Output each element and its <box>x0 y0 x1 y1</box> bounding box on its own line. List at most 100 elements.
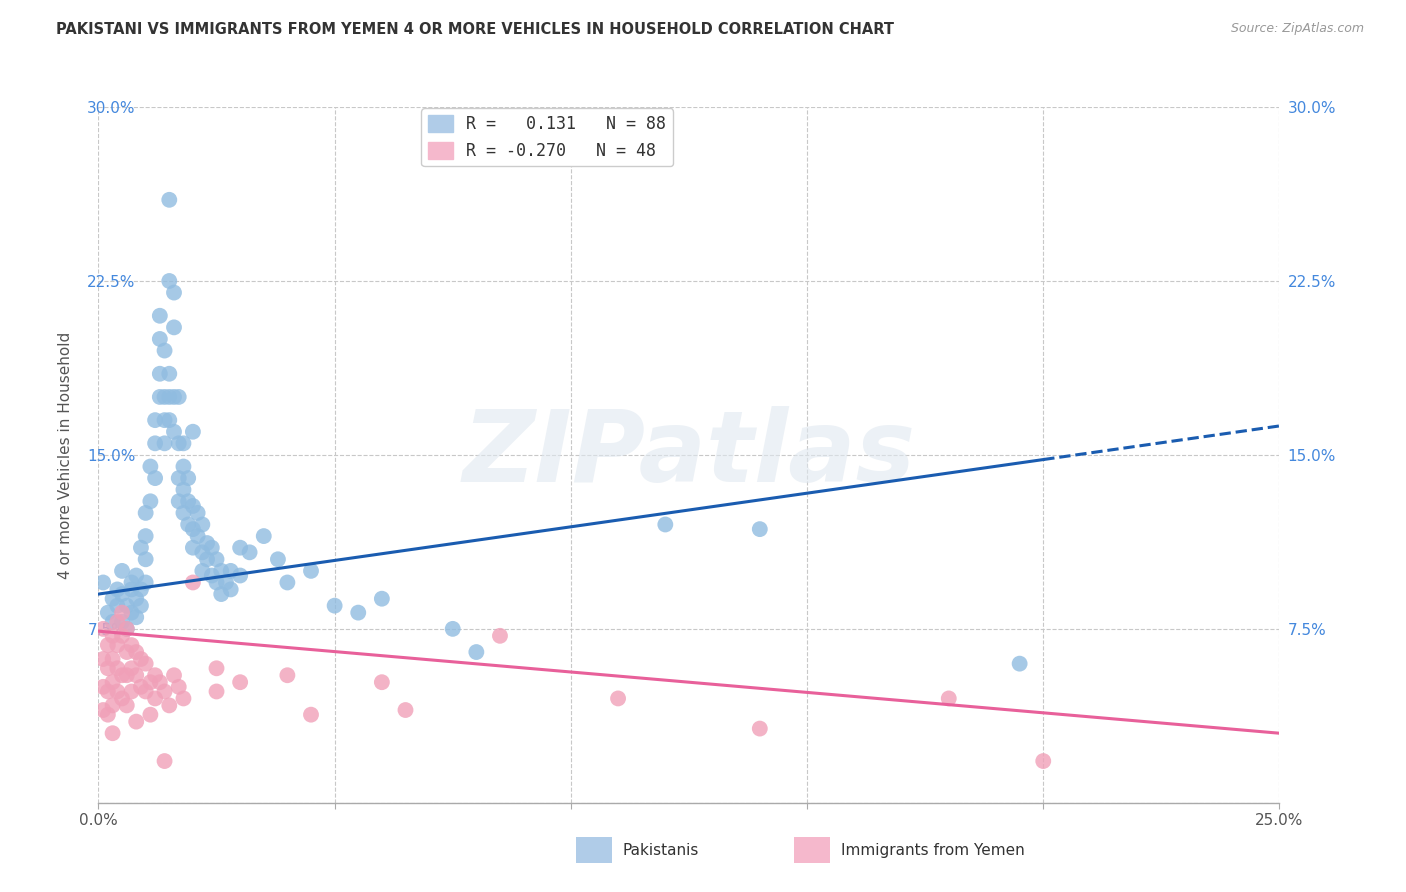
Point <box>157 193 180 207</box>
Point <box>177 471 200 485</box>
Point <box>129 541 152 555</box>
Point <box>209 587 232 601</box>
Point <box>157 413 180 427</box>
Point <box>157 698 180 713</box>
Point <box>125 568 148 582</box>
Point <box>115 622 138 636</box>
Point <box>172 506 194 520</box>
Point <box>135 552 157 566</box>
Point <box>105 615 128 629</box>
Point <box>276 575 298 590</box>
Text: Immigrants from Yemen: Immigrants from Yemen <box>841 843 1025 858</box>
Point <box>97 684 120 698</box>
Point <box>139 494 162 508</box>
Point <box>181 522 204 536</box>
Point <box>153 343 176 358</box>
Point <box>191 545 214 559</box>
Point <box>91 622 114 636</box>
Point <box>187 506 209 520</box>
Point <box>125 591 148 606</box>
Point <box>748 722 770 736</box>
Point <box>167 494 190 508</box>
Point <box>157 274 180 288</box>
Point <box>105 661 128 675</box>
Point <box>153 413 176 427</box>
Point <box>163 320 186 334</box>
Point <box>299 564 322 578</box>
Point <box>105 684 128 698</box>
Point <box>195 552 218 566</box>
Point <box>111 615 134 629</box>
Point <box>149 390 172 404</box>
Point <box>465 645 488 659</box>
Point <box>441 622 464 636</box>
Point <box>139 675 162 690</box>
Point <box>101 591 124 606</box>
Text: ZIPatlas: ZIPatlas <box>463 407 915 503</box>
Point <box>115 645 138 659</box>
Point <box>115 622 138 636</box>
Point <box>172 691 194 706</box>
Point <box>91 680 114 694</box>
Point <box>191 517 214 532</box>
Point <box>121 661 143 675</box>
Point <box>267 552 290 566</box>
Point <box>163 425 186 439</box>
Point <box>143 471 166 485</box>
Point <box>163 668 186 682</box>
Point <box>125 668 148 682</box>
Point <box>181 425 204 439</box>
Point <box>607 691 630 706</box>
Point <box>177 517 200 532</box>
Point <box>149 675 172 690</box>
Point <box>209 564 232 578</box>
Point <box>111 629 134 643</box>
Point <box>205 575 228 590</box>
Point <box>149 332 172 346</box>
Legend: R =   0.131   N = 88, R = -0.270   N = 48: R = 0.131 N = 88, R = -0.270 N = 48 <box>422 109 673 167</box>
Point <box>191 564 214 578</box>
Point <box>215 575 238 590</box>
Point <box>121 575 143 590</box>
Point <box>149 367 172 381</box>
Point <box>205 661 228 675</box>
Point <box>172 459 194 474</box>
Point <box>167 436 190 450</box>
Point <box>139 459 162 474</box>
Point <box>654 517 676 532</box>
Point <box>489 629 512 643</box>
Point <box>323 599 346 613</box>
Point <box>101 675 124 690</box>
Point <box>91 575 114 590</box>
Point <box>115 668 138 682</box>
Point <box>139 707 162 722</box>
Point <box>91 703 114 717</box>
Point <box>153 436 176 450</box>
Point <box>167 680 190 694</box>
Point <box>239 545 262 559</box>
Point <box>253 529 276 543</box>
Point <box>135 529 157 543</box>
Point <box>201 568 224 582</box>
Point <box>111 564 134 578</box>
Point <box>229 568 252 582</box>
Point <box>219 582 242 597</box>
Point <box>143 413 166 427</box>
Point <box>748 522 770 536</box>
Point <box>143 668 166 682</box>
Point <box>101 726 124 740</box>
Point <box>276 668 298 682</box>
Point <box>229 675 252 690</box>
Point <box>143 691 166 706</box>
Point <box>97 606 120 620</box>
Point <box>181 575 204 590</box>
Point <box>157 367 180 381</box>
Point <box>125 645 148 659</box>
Point <box>101 698 124 713</box>
Point <box>129 680 152 694</box>
Point <box>177 494 200 508</box>
Point <box>229 541 252 555</box>
Point <box>1032 754 1054 768</box>
Point <box>121 606 143 620</box>
Point <box>153 390 176 404</box>
